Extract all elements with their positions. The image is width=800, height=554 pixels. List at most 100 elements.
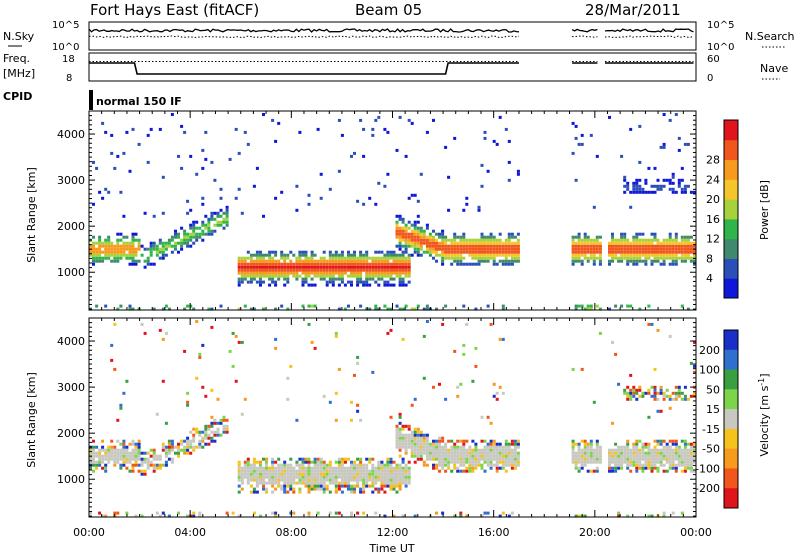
heatmap-cell: [319, 475, 323, 479]
heatmap-cell: [401, 445, 405, 449]
heatmap-cell: [310, 304, 314, 308]
heatmap-cell: [316, 481, 320, 485]
heatmap-cell: [237, 265, 241, 269]
heatmap-cell: [683, 460, 687, 464]
heatmap-cell: [383, 304, 387, 308]
heatmap-cell: [404, 154, 408, 158]
heatmap-cell: [192, 433, 196, 437]
heatmap-cell: [265, 472, 268, 476]
heatmap-cell: [110, 151, 114, 155]
heatmap-cell: [340, 463, 344, 467]
heatmap-cell: [507, 262, 511, 266]
heatmap-cell: [328, 256, 332, 260]
heatmap-cell: [638, 256, 642, 260]
heatmap-cell: [368, 475, 372, 479]
heatmap-cell: [659, 244, 663, 248]
heatmap-cell: [404, 304, 408, 308]
heatmap-cell: [456, 385, 460, 389]
heatmap-cell: [189, 430, 193, 434]
heatmap-cell: [116, 241, 120, 245]
heatmap-cell: [407, 475, 411, 479]
heatmap-cell: [359, 259, 363, 263]
heatmap-cell: [659, 253, 663, 257]
heatmap-cell: [595, 238, 599, 242]
heatmap-cell: [262, 469, 265, 473]
heatmap-cell: [101, 460, 105, 464]
heatmap-cell: [161, 445, 165, 449]
heatmap-cell: [428, 247, 432, 251]
heatmap-cell: [671, 391, 675, 395]
heatmap-cell: [371, 478, 375, 482]
heatmap-cell: [307, 514, 311, 518]
heatmap-cell: [95, 454, 99, 458]
heatmap-cell: [268, 262, 272, 266]
heatmap-cell: [477, 247, 481, 251]
heatmap-cell: [629, 247, 633, 251]
heatmap-cell: [447, 448, 451, 452]
heatmap-cell: [334, 511, 338, 515]
heatmap-cell: [680, 238, 684, 242]
heatmap-cell: [632, 448, 636, 452]
heatmap-cell: [416, 232, 420, 236]
heatmap-cell: [174, 235, 177, 239]
heatmap-cell: [362, 283, 366, 287]
heatmap-cell: [507, 259, 511, 263]
heatmap-cell: [589, 439, 593, 443]
heatmap-cell: [328, 250, 332, 254]
heatmap-cell: [174, 451, 177, 455]
heatmap-cell: [353, 151, 356, 155]
heatmap-cell: [271, 481, 275, 485]
x-tick-label: 08:00: [275, 526, 307, 539]
heatmap-cell: [465, 262, 469, 266]
heatmap-cell: [432, 238, 435, 242]
nsearch-series-line: [88, 35, 694, 39]
heatmap-cell: [356, 265, 360, 269]
colorbar-swatch: [724, 369, 738, 390]
heatmap-cell: [407, 433, 411, 437]
heatmap-cell: [340, 472, 344, 476]
x-tick-label: 04:00: [174, 526, 206, 539]
heatmap-cell: [665, 388, 669, 392]
heatmap-cell: [319, 463, 323, 467]
y-tick-label: 2000: [57, 220, 85, 233]
heatmap-cell: [368, 457, 372, 461]
heatmap-cell: [189, 514, 193, 518]
heatmap-cell: [271, 463, 275, 467]
heatmap-cell: [374, 265, 378, 269]
heatmap-cell: [161, 244, 165, 248]
heatmap-cell: [407, 274, 411, 278]
heatmap-cell: [237, 277, 241, 281]
heatmap-cell: [137, 448, 141, 452]
heatmap-cell: [483, 253, 487, 257]
heatmap-cell: [474, 451, 478, 455]
heatmap-cell: [392, 478, 396, 482]
heatmap-cell: [401, 469, 405, 473]
heatmap-cell: [638, 178, 642, 182]
heatmap-cell: [683, 442, 687, 446]
heatmap-cell: [207, 427, 211, 431]
heatmap-cell: [340, 481, 344, 485]
heatmap-cell: [686, 250, 690, 254]
heatmap-cell: [401, 442, 405, 446]
heatmap-cell: [459, 244, 463, 248]
heatmap-cell: [374, 469, 378, 473]
heatmap-cell: [617, 250, 621, 254]
heatmap-cell: [422, 376, 426, 380]
heatmap-cell: [319, 478, 323, 482]
heatmap-cell: [580, 241, 584, 245]
heatmap-cell: [416, 436, 420, 440]
heatmap-cell: [322, 469, 326, 473]
heatmap-cell: [632, 442, 636, 446]
heatmap-cell: [410, 430, 414, 434]
heatmap-cell: [495, 454, 499, 458]
heatmap-cell: [134, 247, 138, 251]
heatmap-cell: [635, 238, 639, 242]
heatmap-cell: [131, 262, 135, 266]
heatmap-cell: [662, 241, 666, 245]
heatmap-cell: [149, 448, 153, 452]
heatmap-cell: [577, 259, 581, 263]
heatmap-cell: [492, 445, 496, 449]
heatmap-cell: [407, 118, 411, 122]
heatmap-cell: [677, 256, 681, 260]
